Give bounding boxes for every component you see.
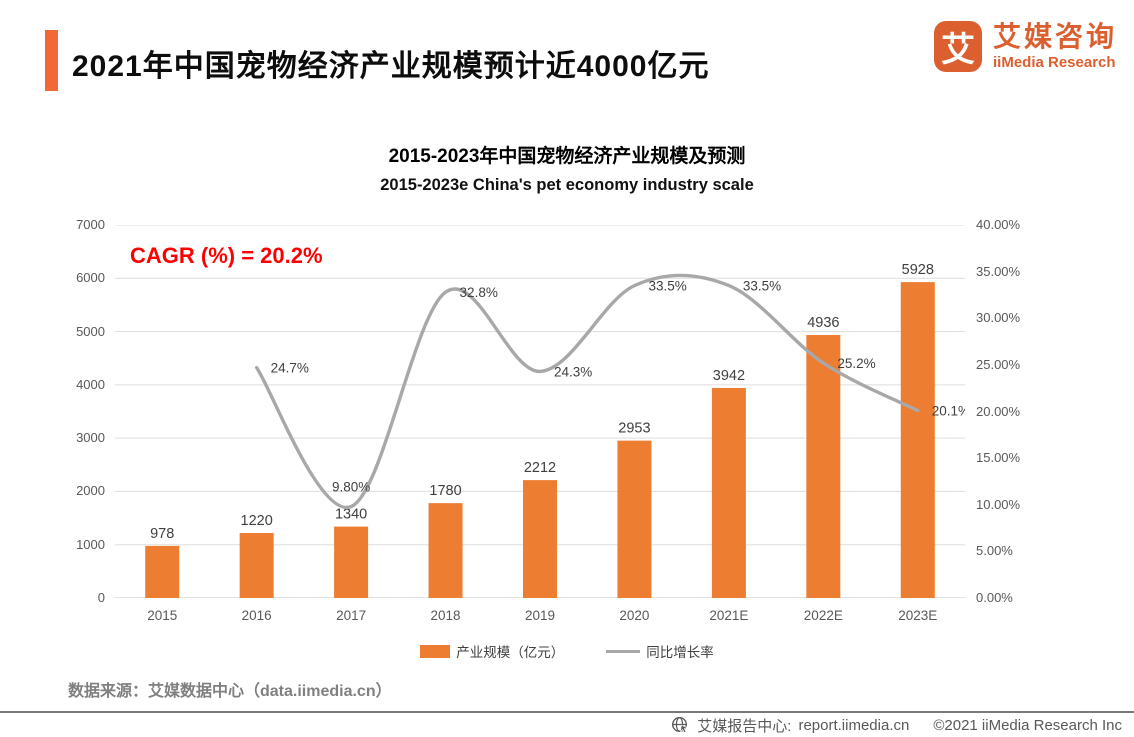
- bar-value-label: 1220: [241, 513, 273, 529]
- x-axis-label-2019: 2019: [524, 608, 556, 623]
- y-axis-tick-right: 20.00%: [976, 403, 1021, 419]
- bar-value-label: 2212: [524, 460, 556, 476]
- bar-2020: [617, 440, 652, 598]
- chart-plot-area: 978 1220 1340 1780 2212 2953 3942 4936 5928 24.7%…: [115, 225, 965, 598]
- x-axis-label-2018: 2018: [430, 608, 461, 623]
- footer-bar: 艾媒报告中心: report.iimedia.cn ©2021 iiMedia …: [671, 715, 1122, 736]
- bar-value-label: 5928: [902, 262, 934, 278]
- iimedia-logo: 艾 艾媒咨询 iiMedia Research: [934, 21, 1117, 72]
- chart-legend: 产业规模（亿元） 同比增长率: [0, 641, 1134, 661]
- footer-divider: [0, 711, 1134, 713]
- y-axis-tick-right: 25.00%: [976, 356, 1021, 372]
- y-axis-tick-right: 40.00%: [976, 217, 1021, 232]
- growth-point-label: 24.3%: [554, 364, 592, 379]
- legend-item-bar-series: 产业规模（亿元）: [420, 641, 564, 661]
- y-axis-tick-left: 4000: [76, 376, 105, 392]
- x-axis-label-2020: 2020: [619, 608, 650, 623]
- bar-2017: [334, 526, 369, 598]
- growth-point-label: 20.1%: [932, 404, 965, 419]
- y-axis-tick-right: 15.00%: [976, 450, 1021, 466]
- bar-value-label: 1340: [335, 507, 367, 523]
- bar-2023E: [900, 282, 935, 598]
- y-axis-tick-left: 0: [97, 590, 105, 605]
- y-axis-tick-left: 5000: [76, 323, 105, 339]
- title-accent-bar: [45, 30, 58, 91]
- logo-name-en: iiMedia Research: [993, 53, 1116, 71]
- footer-copyright: ©2021 iiMedia Research Inc: [933, 717, 1122, 734]
- bar-value-label: 978: [150, 526, 174, 542]
- bar-2015: [145, 545, 180, 598]
- chart-title-cn: 2015-2023年中国宠物经济产业规模及预测: [388, 146, 746, 167]
- y-axis-tick-left: 7000: [76, 217, 105, 232]
- y-axis-tick-left: 1000: [76, 536, 105, 552]
- y-axis-tick-right: 30.00%: [976, 310, 1021, 326]
- y-axis-tick-left: 6000: [76, 270, 105, 286]
- data-source-note: 数据来源：艾媒数据中心（data.iimedia.cn）: [68, 683, 392, 700]
- bar-2018: [428, 503, 463, 598]
- iimedia-logo-text: 艾媒咨询 iiMedia Research: [993, 22, 1117, 70]
- page-title: 2021年中国宠物经济产业规模预计近4000亿元: [72, 50, 710, 83]
- growth-point-label: 33.5%: [648, 279, 686, 294]
- bar-value-label: 3942: [713, 368, 745, 384]
- x-axis-label-2017: 2017: [336, 608, 367, 623]
- bar-value-label: 4936: [807, 315, 839, 331]
- growth-point-label: 32.8%: [460, 285, 498, 300]
- y-axis-tick-right: 35.00%: [976, 263, 1021, 279]
- y-axis-tick-left: 3000: [76, 430, 105, 446]
- globe-cursor-icon: [672, 716, 689, 734]
- logo-name-cn: 艾媒咨询: [993, 21, 1118, 53]
- iimedia-logo-icon: 艾: [934, 21, 982, 72]
- cagr-annotation: CAGR (%) = 20.2%: [130, 243, 323, 268]
- growth-point-label: 24.7%: [271, 361, 309, 376]
- y-axis-tick-left: 2000: [76, 483, 105, 499]
- growth-point-label: 25.2%: [837, 356, 875, 371]
- bar-2019: [523, 480, 557, 598]
- line-series-swatch-icon: [606, 649, 641, 653]
- x-axis-label-2015: 2015: [147, 608, 178, 623]
- y-axis-tick-right: 0.00%: [976, 590, 1013, 605]
- bar-2022E: [806, 334, 841, 598]
- bar-2016: [239, 532, 274, 598]
- bar-value-label: 1780: [429, 483, 461, 499]
- growth-rate-line: [254, 273, 920, 510]
- bar-2021E: [711, 387, 746, 598]
- x-axis-label-2023E: 2023E: [898, 608, 938, 623]
- y-axis-tick-right: 10.00%: [976, 496, 1021, 512]
- bar-series-label: 产业规模（亿元）: [456, 645, 565, 660]
- chart-title-en: 2015-2023e China's pet economy industry …: [380, 176, 754, 194]
- y-axis-tick-right: 5.00%: [976, 543, 1013, 559]
- line-series-label: 同比增长率: [646, 645, 714, 660]
- x-axis-label-2016: 2016: [241, 608, 272, 623]
- growth-point-label: 33.5%: [743, 279, 781, 294]
- footer-site-url: report.iimedia.cn: [798, 717, 910, 734]
- growth-point-label: 9.80%: [332, 480, 370, 495]
- bar-value-label: 2953: [618, 421, 650, 437]
- x-axis-label-2021E: 2021E: [709, 608, 749, 623]
- legend-item-line-series: 同比增长率: [606, 641, 714, 661]
- bar-series-swatch-icon: [420, 644, 451, 658]
- footer-site-label: 艾媒报告中心:: [697, 718, 792, 735]
- x-axis-label-2022E: 2022E: [803, 608, 843, 623]
